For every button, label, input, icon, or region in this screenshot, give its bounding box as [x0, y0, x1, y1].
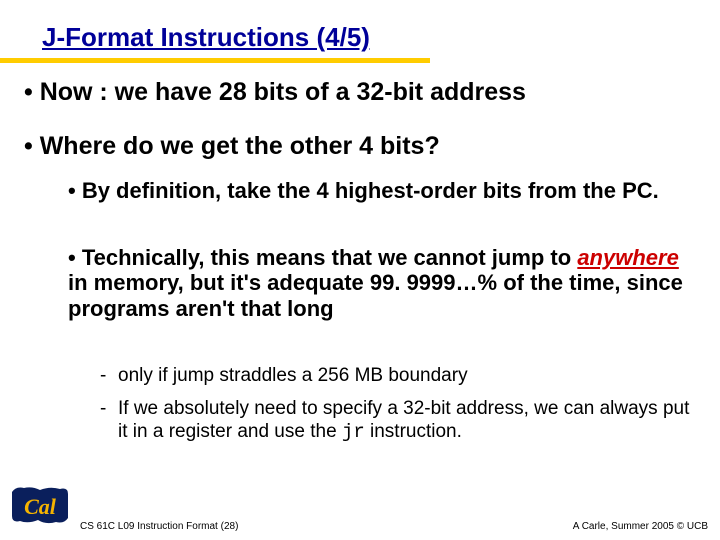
title-rule [0, 58, 430, 63]
footer-left: CS 61C L09 Instruction Format (28) [80, 521, 238, 532]
dash-mark: - [100, 365, 118, 387]
sub2-text-b: in memory, but it's adequate 99. 9999…% … [68, 270, 683, 320]
cal-logo: Cal [10, 484, 70, 526]
dash2-b: instruction. [365, 421, 462, 442]
footer-right: A Carle, Summer 2005 © UCB [573, 521, 708, 532]
dash-bullet-1: - only if jump straddles a 256 MB bounda… [100, 365, 690, 387]
sub-bullet-2: • Technically, this means that we cannot… [68, 245, 690, 321]
sub-bullet-1: • By definition, take the 4 highest-orde… [68, 178, 690, 203]
dash2-code: jr [342, 421, 365, 443]
dash-bullet-2: - If we absolutely need to specify a 32-… [100, 398, 690, 444]
dash2-text: If we absolutely need to specify a 32-bi… [118, 398, 690, 444]
svg-text:Cal: Cal [24, 494, 57, 519]
dash1-text: only if jump straddles a 256 MB boundary [118, 365, 690, 387]
sub2-text-a: • Technically, this means that we cannot… [68, 245, 577, 270]
dash-mark: - [100, 398, 118, 444]
bullet-1: • Now : we have 28 bits of a 32-bit addr… [24, 78, 700, 107]
sub2-emphasis: anywhere [577, 245, 679, 270]
bullet-2: • Where do we get the other 4 bits? [24, 132, 700, 161]
slide-title: J-Format Instructions (4/5) [42, 22, 370, 53]
